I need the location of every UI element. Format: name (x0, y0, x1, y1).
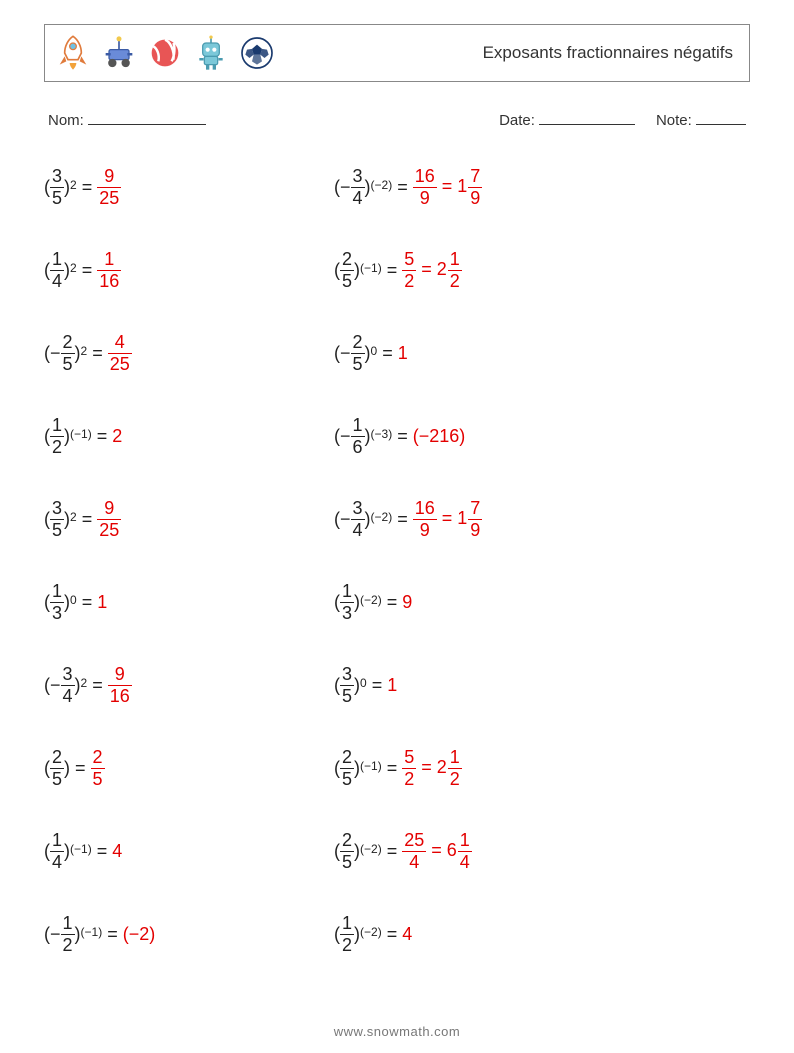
problem-item: (−34)(−2)=169=179 (334, 495, 750, 543)
problem-item: (25)(−1)=52=212 (334, 744, 750, 792)
problem-item: (14)(−1)=4 (44, 827, 334, 875)
problem-item: (12)(−1)=2 (44, 412, 334, 460)
problem-item: (−12)(−1)=(−2) (44, 910, 334, 958)
problem-item: (35)2=925 (44, 163, 334, 211)
problem-item: (−25)0=1 (334, 329, 750, 377)
problem-item: (12)(−2)=4 (334, 910, 750, 958)
note-label: Note: (656, 112, 692, 129)
worksheet-header: Exposants fractionnaires négatifs (44, 24, 750, 82)
name-blank (88, 110, 206, 125)
info-row: Nom: Date: Note: (44, 110, 750, 129)
planet-icon (145, 33, 185, 73)
problem-item: (25)=25 (44, 744, 334, 792)
date-blank (539, 110, 635, 125)
problem-item: (35)0=1 (334, 661, 750, 709)
date-note-group: Date: Note: (499, 110, 746, 129)
date-label: Date: (499, 112, 535, 129)
problem-item: (−34)2=916 (44, 661, 334, 709)
problem-item: (35)2=925 (44, 495, 334, 543)
problem-item: (14)2=116 (44, 246, 334, 294)
header-icons (53, 33, 277, 73)
robot-icon (191, 33, 231, 73)
problem-item: (−34)(−2)=169=179 (334, 163, 750, 211)
rover-icon (99, 33, 139, 73)
problems-grid: (35)2=925(−34)(−2)=169=179(14)2=116(25)(… (44, 163, 750, 958)
problem-item: (13)0=1 (44, 578, 334, 626)
worksheet-title: Exposants fractionnaires négatifs (483, 43, 733, 63)
problem-item: (−16)(−3)=(−216) (334, 412, 750, 460)
problem-item: (25)(−1)=52=212 (334, 246, 750, 294)
note-blank (696, 110, 746, 125)
problem-item: (13)(−2)=9 (334, 578, 750, 626)
soccer-ball-icon (237, 33, 277, 73)
problem-item: (25)(−2)=254=614 (334, 827, 750, 875)
problem-item: (−25)2=425 (44, 329, 334, 377)
name-field: Nom: (48, 110, 206, 129)
footer-watermark: www.snowmath.com (0, 1024, 794, 1039)
name-label: Nom: (48, 112, 84, 129)
rocket-icon (53, 33, 93, 73)
